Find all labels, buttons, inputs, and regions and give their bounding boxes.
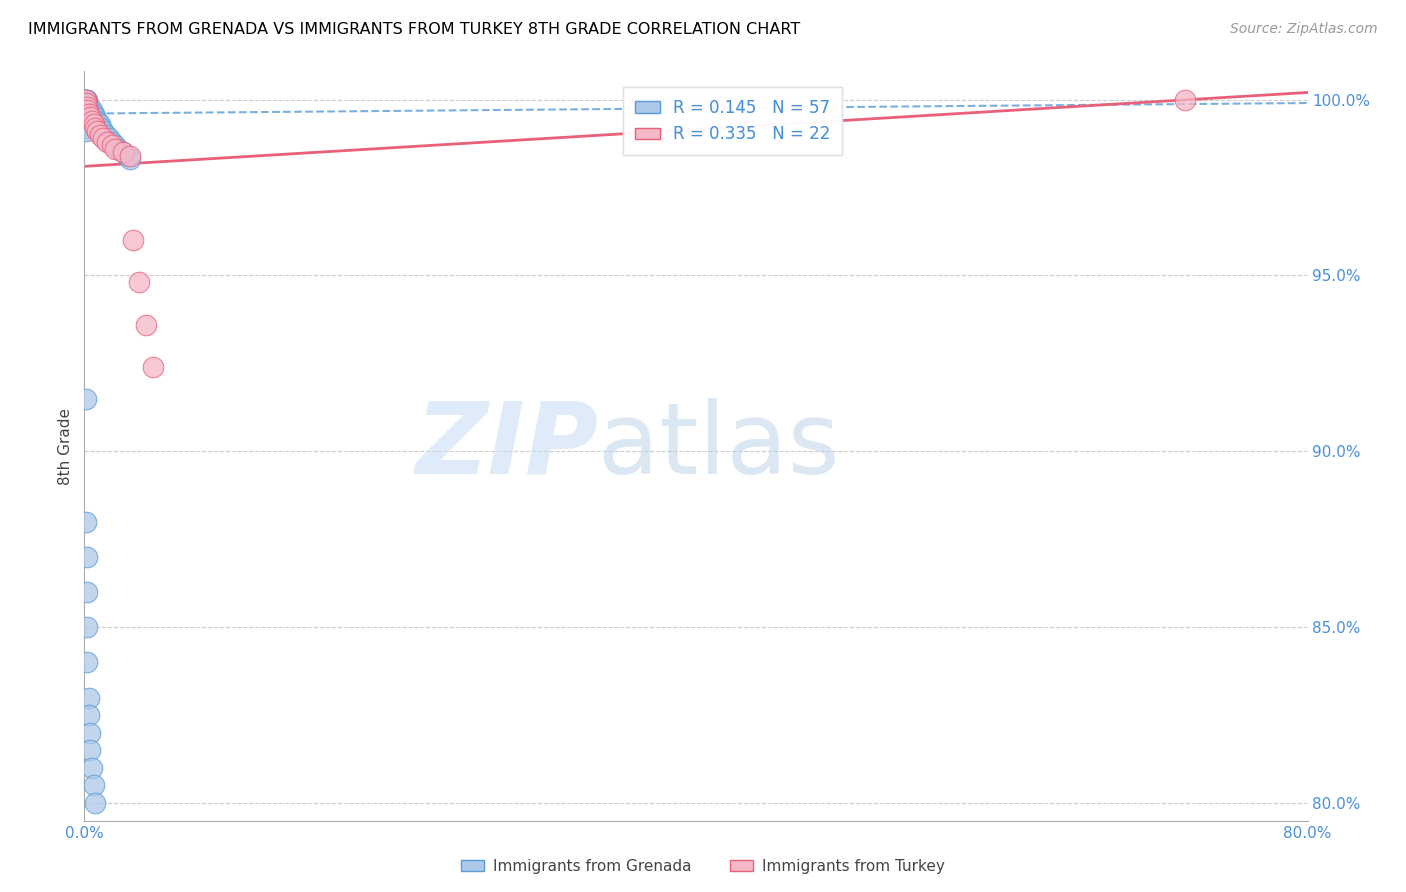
Point bbox=[115, 149, 138, 163]
Point bbox=[90, 120, 112, 135]
Point bbox=[142, 359, 165, 374]
Point bbox=[75, 93, 97, 107]
Point bbox=[84, 120, 107, 135]
Point bbox=[75, 515, 97, 529]
Point bbox=[104, 138, 127, 153]
Point bbox=[75, 106, 97, 120]
Point bbox=[75, 110, 97, 124]
Point bbox=[79, 103, 101, 117]
Text: atlas: atlas bbox=[598, 398, 839, 494]
Point bbox=[91, 131, 114, 145]
Text: IMMIGRANTS FROM GRENADA VS IMMIGRANTS FROM TURKEY 8TH GRADE CORRELATION CHART: IMMIGRANTS FROM GRENADA VS IMMIGRANTS FR… bbox=[28, 22, 800, 37]
Legend: Immigrants from Grenada, Immigrants from Turkey: Immigrants from Grenada, Immigrants from… bbox=[456, 853, 950, 880]
Point bbox=[75, 106, 97, 120]
Point bbox=[111, 145, 134, 160]
Point bbox=[75, 93, 97, 107]
Point bbox=[79, 110, 101, 124]
Point bbox=[77, 690, 100, 705]
Point bbox=[76, 95, 98, 110]
Point bbox=[89, 117, 111, 131]
Point bbox=[75, 93, 97, 107]
Point bbox=[79, 725, 101, 739]
Point bbox=[80, 113, 103, 128]
Point bbox=[76, 585, 98, 599]
Point bbox=[93, 128, 115, 142]
Point bbox=[120, 149, 142, 163]
Point bbox=[104, 142, 127, 156]
Point bbox=[76, 93, 98, 107]
Point bbox=[84, 796, 107, 810]
Point bbox=[120, 153, 142, 167]
Point bbox=[1174, 93, 1197, 107]
Point bbox=[75, 99, 97, 113]
Point bbox=[76, 99, 98, 113]
Point bbox=[75, 124, 97, 138]
Point bbox=[83, 106, 105, 120]
Point bbox=[84, 113, 107, 128]
Point bbox=[80, 761, 103, 775]
Y-axis label: 8th Grade: 8th Grade bbox=[58, 408, 73, 484]
Point bbox=[80, 103, 103, 117]
Point bbox=[75, 95, 97, 110]
Point bbox=[94, 128, 117, 142]
Point bbox=[79, 743, 101, 757]
Point bbox=[76, 656, 98, 670]
Point bbox=[76, 620, 98, 634]
Point bbox=[76, 549, 98, 564]
Point bbox=[97, 131, 120, 145]
Point bbox=[75, 99, 97, 113]
Point bbox=[75, 95, 97, 110]
Point bbox=[77, 708, 100, 723]
Point bbox=[75, 110, 97, 124]
Point bbox=[96, 135, 118, 149]
Point bbox=[75, 392, 97, 406]
Point bbox=[83, 117, 105, 131]
Point bbox=[75, 93, 97, 107]
Point bbox=[83, 110, 105, 124]
Point bbox=[111, 145, 134, 160]
Point bbox=[89, 128, 111, 142]
Legend: R = 0.145   N = 57, R = 0.335   N = 22: R = 0.145 N = 57, R = 0.335 N = 22 bbox=[623, 87, 842, 155]
Point bbox=[135, 318, 157, 332]
Point bbox=[101, 138, 124, 153]
Text: ZIP: ZIP bbox=[415, 398, 598, 494]
Point bbox=[75, 113, 97, 128]
Point bbox=[75, 117, 97, 131]
Point bbox=[84, 110, 107, 124]
Point bbox=[75, 95, 97, 110]
Point bbox=[107, 142, 129, 156]
Point bbox=[80, 106, 103, 120]
Point bbox=[86, 113, 108, 128]
Point bbox=[75, 120, 97, 135]
Point bbox=[91, 124, 114, 138]
Point bbox=[122, 233, 145, 247]
Point bbox=[101, 135, 124, 149]
Point bbox=[75, 103, 97, 117]
Point bbox=[75, 103, 97, 117]
Point bbox=[86, 124, 108, 138]
Point bbox=[87, 117, 110, 131]
Point bbox=[83, 779, 105, 793]
Point bbox=[76, 95, 98, 110]
Text: Source: ZipAtlas.com: Source: ZipAtlas.com bbox=[1230, 22, 1378, 37]
Point bbox=[128, 276, 150, 290]
Point bbox=[77, 99, 100, 113]
Point bbox=[77, 106, 100, 120]
Point bbox=[79, 103, 101, 117]
Point bbox=[77, 99, 100, 113]
Point bbox=[76, 103, 98, 117]
